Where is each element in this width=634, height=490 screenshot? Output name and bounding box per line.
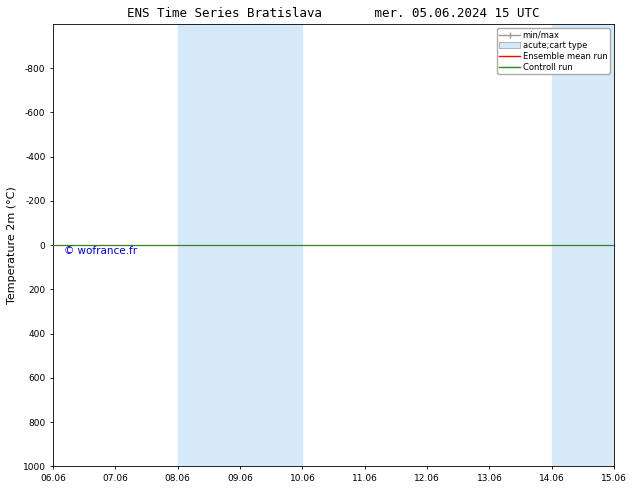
Bar <box>552 24 583 466</box>
Legend: min/max, acute;cart type, Ensemble mean run, Controll run: min/max, acute;cart type, Ensemble mean … <box>497 28 610 74</box>
Title: ENS Time Series Bratislava       mer. 05.06.2024 15 UTC: ENS Time Series Bratislava mer. 05.06.20… <box>127 7 540 20</box>
Bar <box>583 24 614 466</box>
Y-axis label: Temperature 2m (°C): Temperature 2m (°C) <box>7 186 17 304</box>
Bar <box>178 24 240 466</box>
Bar <box>240 24 302 466</box>
Text: © wofrance.fr: © wofrance.fr <box>65 246 138 256</box>
